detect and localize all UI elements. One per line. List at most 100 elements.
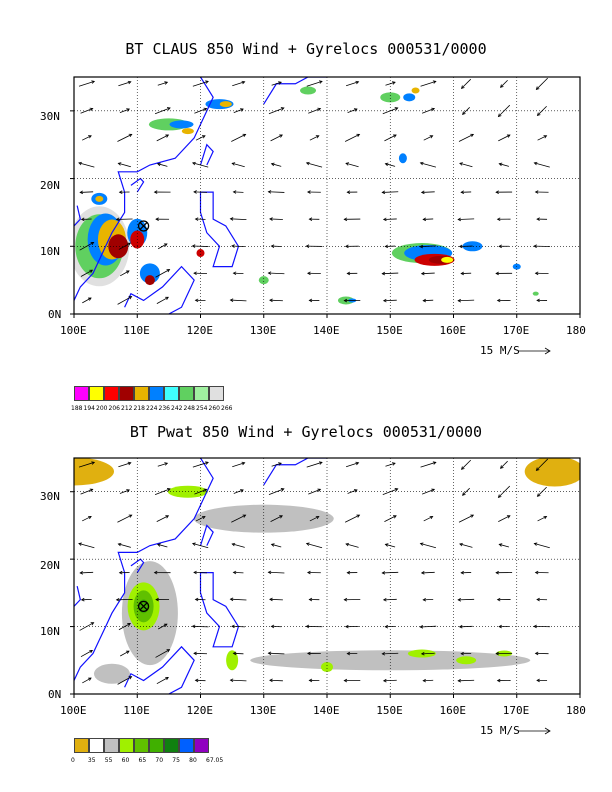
legend-swatch	[89, 738, 104, 753]
wind-vector-head	[164, 462, 169, 466]
panel2-xlabel-140e: 140E	[313, 704, 340, 717]
wind-vector-head	[432, 461, 437, 465]
field-patch	[139, 263, 160, 284]
wind-vector-head	[127, 242, 132, 246]
wind-vector-head	[534, 271, 539, 276]
field-patch	[403, 93, 416, 102]
wind-vector	[383, 218, 397, 220]
wind-vector-head	[125, 650, 130, 654]
wind-vector-head	[80, 597, 85, 602]
legend-swatch	[119, 386, 134, 401]
panel1-xlabel-100e: 100E	[60, 324, 87, 337]
wind-vector-head	[536, 217, 540, 221]
wind-vector-head	[353, 489, 358, 493]
gyre-location-marker	[137, 220, 150, 232]
wind-vector-head	[153, 190, 158, 194]
field-patch	[250, 650, 531, 671]
wind-vector-head	[89, 269, 94, 273]
wind-vector	[156, 296, 169, 304]
wind-vector-head	[128, 296, 133, 300]
wind-vector-head	[535, 86, 540, 91]
wind-vector	[80, 269, 93, 277]
wind-vector-head	[165, 134, 170, 138]
wind-vector	[157, 163, 168, 167]
wind-vector	[268, 571, 285, 574]
wind-vector-head	[269, 298, 273, 303]
wind-vector-head	[422, 217, 427, 222]
panel2-xlabel-130e: 130E	[249, 704, 277, 717]
wind-vector	[271, 163, 282, 167]
wind-vector-head	[457, 298, 462, 303]
wind-vector	[500, 460, 508, 469]
wind-vector-head	[231, 542, 236, 547]
wind-vector	[157, 243, 168, 250]
coastline	[199, 143, 214, 166]
wind-vector	[118, 623, 131, 631]
wind-vector	[500, 79, 508, 88]
wind-vector-head	[117, 162, 122, 166]
wind-vector-head	[305, 161, 310, 166]
panel1-title: BT CLAUS 850 Wind + Gyrelocs 000531/0000	[125, 40, 487, 58]
wind-vector-head	[127, 623, 132, 627]
wind-vector-head	[205, 461, 209, 465]
legend-value: 236	[158, 405, 170, 412]
wind-vector-head	[307, 570, 311, 575]
wind-vector-head	[269, 597, 273, 602]
wind-vector-head	[191, 624, 196, 629]
wind-vector-head	[126, 108, 131, 112]
legend-swatch	[164, 738, 179, 753]
wind-vector	[459, 162, 473, 168]
wind-vector	[498, 104, 511, 117]
wind-vector-head	[155, 217, 159, 221]
legend-value: 206	[108, 405, 120, 412]
wind-vector-head	[533, 542, 538, 546]
wind-vector-head	[381, 190, 386, 195]
reference-vector-head	[544, 727, 551, 735]
wind-vector-head	[242, 514, 247, 518]
field-patch	[380, 92, 401, 103]
wind-vector-head	[231, 244, 235, 248]
legend-swatch	[104, 386, 119, 401]
wind-vector	[157, 462, 168, 467]
wind-vector-head	[498, 244, 502, 249]
wind-vector-head	[153, 570, 158, 575]
wind-vector	[268, 191, 285, 193]
wind-vector-head	[534, 651, 539, 656]
wind-vector-head	[346, 190, 351, 194]
legend-swatch	[164, 386, 179, 401]
legend-value: 60	[121, 757, 130, 764]
wind-vector-head	[496, 298, 501, 303]
panel1-ylabel-10n: 10N	[40, 245, 60, 258]
field-patch	[167, 485, 208, 498]
wind-vector-head	[270, 162, 275, 167]
wind-vector	[192, 461, 209, 468]
panel2-ylabel-30n: 30N	[40, 490, 60, 503]
wind-vector	[117, 514, 132, 523]
panel1-xlabel-160e: 160E	[439, 324, 467, 337]
wind-vector	[195, 516, 206, 522]
wind-vector	[306, 543, 323, 549]
wind-vector	[231, 134, 246, 142]
wind-vector-head	[495, 570, 499, 575]
wind-vector-head	[459, 542, 463, 547]
wind-vector-head	[543, 515, 548, 520]
legend-swatch	[209, 386, 224, 401]
wind-vector-head	[305, 542, 310, 546]
wind-vector-head	[232, 651, 237, 656]
wind-vector-head	[194, 217, 199, 221]
panel1-ylabel-30n: 30N	[40, 110, 60, 123]
wind-vector	[192, 625, 209, 628]
wind-vector-head	[307, 190, 311, 194]
wind-vector-head	[305, 244, 310, 248]
wind-vector	[119, 108, 130, 114]
wind-vector-head	[118, 570, 123, 575]
wind-vector	[421, 571, 435, 574]
wind-vector-head	[343, 597, 348, 602]
wind-vector	[117, 134, 132, 142]
wind-vector	[383, 299, 397, 302]
wind-vector	[309, 135, 320, 141]
reference-vector-head	[544, 347, 551, 355]
wind-vector-head	[229, 298, 234, 302]
wind-vector-head	[535, 467, 540, 471]
wind-vector-head	[344, 244, 349, 249]
